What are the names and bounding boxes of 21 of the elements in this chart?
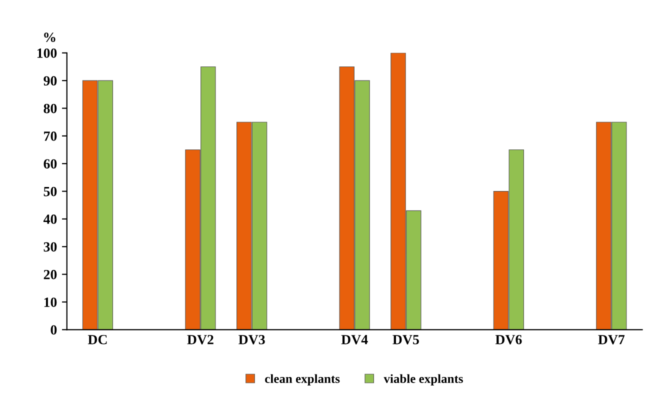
y-tick-label: 10	[44, 298, 57, 307]
y-tick-label: 90	[44, 76, 57, 86]
y-axis-title: %	[44, 32, 56, 42]
x-tick-label: DV7	[598, 335, 625, 344]
y-tick-label: 60	[44, 159, 57, 169]
y-tick-label: 80	[44, 104, 57, 114]
x-tick-label: DV6	[495, 334, 522, 344]
y-tick-label: 30	[44, 242, 57, 252]
y-tick-label: 70	[44, 132, 57, 141]
y-tick-label: 0	[50, 325, 57, 335]
x-tick-label: DV2	[187, 334, 214, 344]
x-tick-label: DV4	[341, 335, 368, 344]
y-tick-label: 40	[43, 214, 57, 224]
x-tick-label: DC	[88, 334, 107, 344]
legend-label: clean explants	[265, 374, 340, 386]
y-tick-label: 50	[44, 186, 57, 196]
x-tick-label: DV3	[238, 334, 265, 344]
legend-label: viable explants	[384, 374, 463, 386]
x-tick-label: DV5	[392, 335, 419, 344]
y-tick-label: 100	[37, 48, 57, 58]
y-tick-label: 20	[44, 270, 57, 280]
